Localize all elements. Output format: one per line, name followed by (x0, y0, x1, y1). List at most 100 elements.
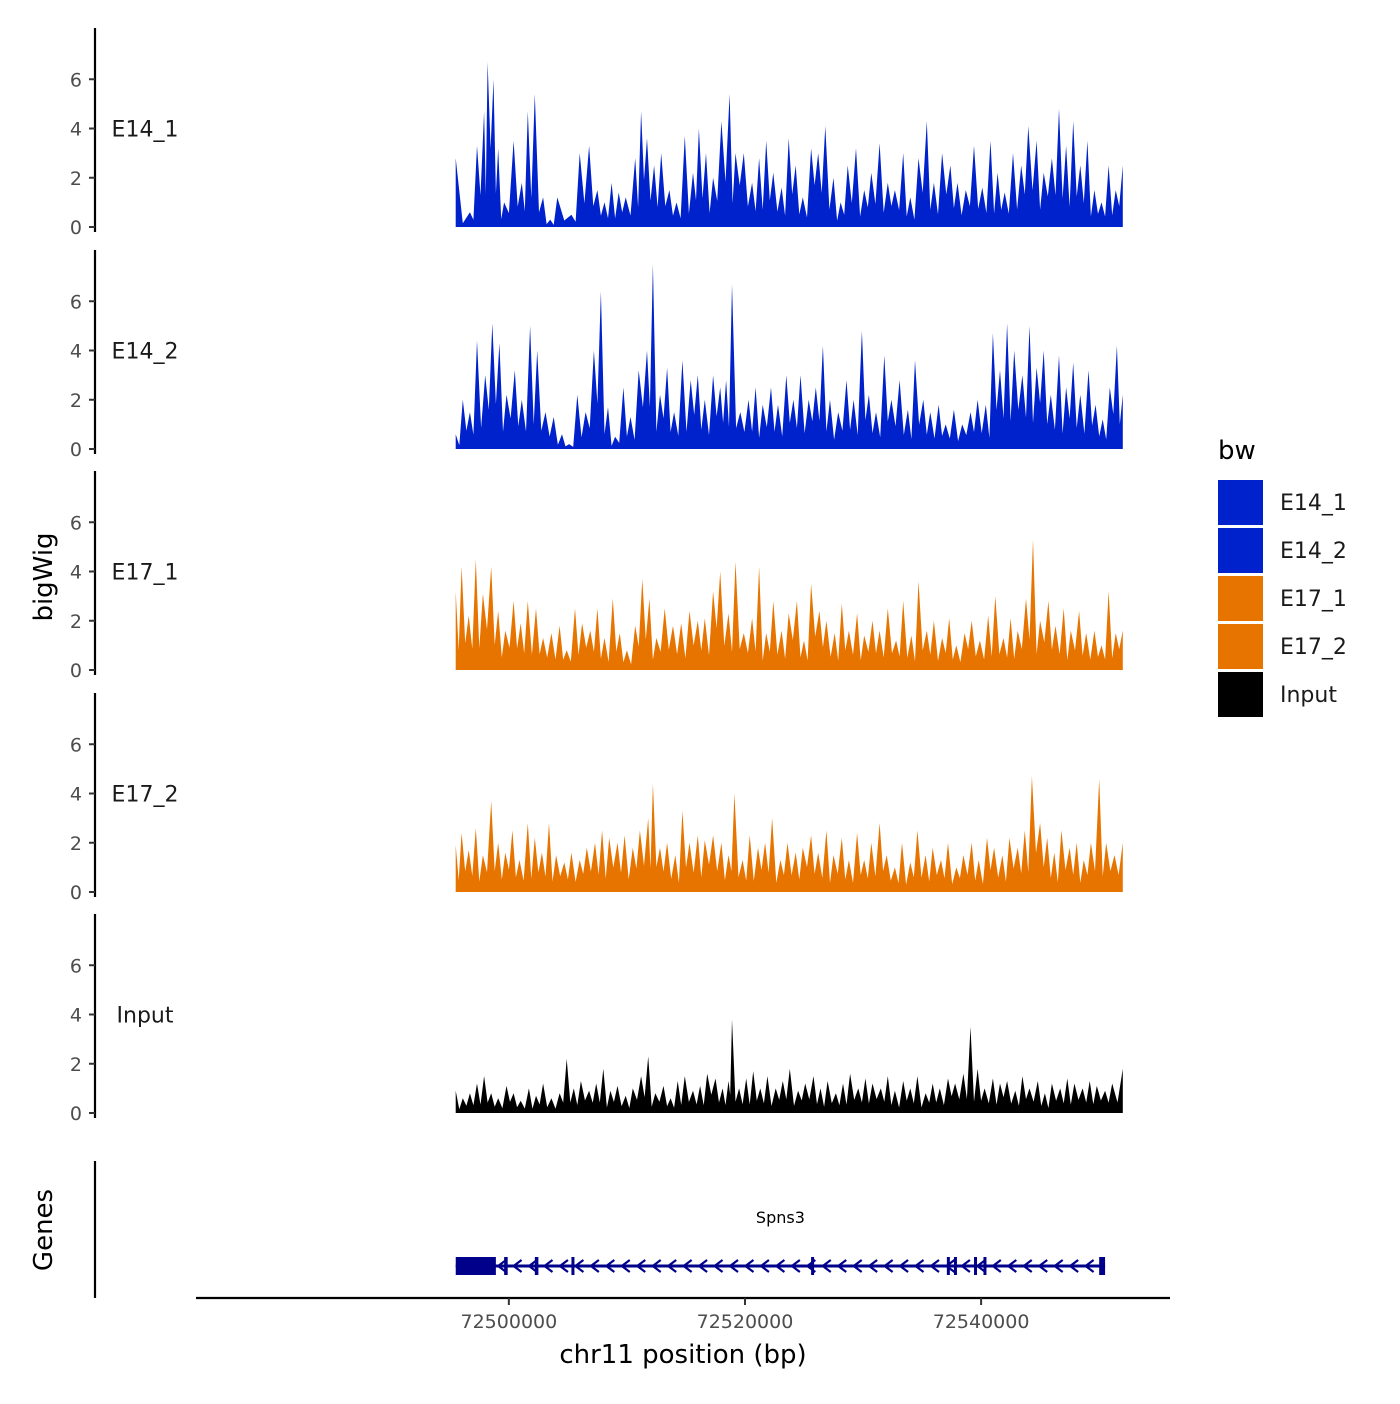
legend-swatch (1218, 672, 1263, 717)
gene-exon (571, 1257, 575, 1275)
y-tick-label: 0 (70, 882, 82, 904)
strand-arrow (913, 1259, 925, 1273)
legend-title: bw (1218, 436, 1256, 466)
y-tick-label: 0 (70, 439, 82, 461)
strand-arrow (1052, 1259, 1064, 1273)
strand-arrow (604, 1259, 615, 1273)
strand-arrow (774, 1259, 786, 1273)
legend-label: Input (1280, 683, 1337, 708)
y-tick-label: 6 (70, 512, 82, 534)
y-tick-label: 6 (70, 291, 82, 313)
series-area (455, 62, 1123, 227)
strand-arrow (944, 1259, 956, 1273)
genes-axis-title: Genes (29, 1189, 59, 1271)
gene-exon (946, 1257, 950, 1275)
track-e17-1: 0 2 4 6 E17_1 (70, 471, 1123, 682)
x-tick-label: 72520000 (697, 1311, 794, 1333)
x-tick-label: 72540000 (933, 1311, 1030, 1333)
strand-arrow (1037, 1259, 1048, 1273)
track-label: E17_1 (112, 561, 179, 586)
strand-arrow (898, 1259, 909, 1273)
y-tick-label: 2 (70, 168, 82, 190)
legend-swatch (1218, 576, 1263, 621)
y-tick-label: 2 (70, 390, 82, 412)
series-area (455, 539, 1123, 670)
strand-arrow (1006, 1259, 1017, 1273)
y-tick-label: 2 (70, 611, 82, 633)
y-axis-title: bigWig (29, 532, 59, 621)
strand-arrow (991, 1259, 1002, 1273)
strand-arrow (542, 1259, 554, 1273)
strand-arrow (650, 1259, 662, 1273)
strand-arrow (527, 1259, 538, 1273)
gene-exon (811, 1257, 815, 1275)
strand-arrow (836, 1259, 847, 1273)
track-label: E14_1 (112, 118, 179, 143)
y-tick-label: 0 (70, 660, 82, 682)
series-area (455, 1019, 1123, 1113)
strand-arrow (929, 1259, 940, 1273)
strand-arrow (759, 1259, 770, 1273)
strand-arrow (1068, 1259, 1079, 1273)
strand-arrow (820, 1259, 832, 1273)
gene-exon (974, 1257, 978, 1275)
gene-exon (1099, 1257, 1106, 1275)
gene-exon (455, 1257, 496, 1275)
y-tick-label: 0 (70, 217, 82, 239)
gene-exon (953, 1257, 957, 1275)
strand-arrow (635, 1259, 646, 1273)
legend-swatch (1218, 528, 1263, 573)
x-axis-title: chr11 position (bp) (559, 1340, 806, 1370)
strand-arrow (960, 1259, 971, 1273)
strand-arrow (851, 1259, 863, 1273)
signal-tracks: 0 2 4 6 E14_1 0 2 4 6 E14_2 0 2 4 6 E17_1 0 2 4 6 E17_2 0 2 4 6… (70, 28, 1123, 1125)
strand-arrow (1083, 1259, 1095, 1273)
track-e14-1: 0 2 4 6 E14_1 (70, 28, 1123, 239)
strand-arrow (589, 1259, 600, 1273)
series-area (455, 776, 1123, 892)
x-tick-label: 72500000 (461, 1311, 558, 1333)
y-tick-label: 4 (70, 1005, 82, 1027)
y-tick-label: 4 (70, 341, 82, 363)
strand-arrow (975, 1259, 987, 1273)
strand-arrow (790, 1259, 801, 1273)
legend-swatch (1218, 480, 1263, 525)
strand-arrow (681, 1259, 693, 1273)
gene-exon (504, 1257, 508, 1275)
legend-label: E14_2 (1280, 539, 1347, 564)
track-label: E14_2 (112, 340, 179, 365)
y-tick-label: 6 (70, 734, 82, 756)
legend-swatch (1218, 624, 1263, 669)
strand-arrow (697, 1259, 708, 1273)
y-tick-label: 2 (70, 1054, 82, 1076)
strand-arrow (867, 1259, 878, 1273)
legend-label: E17_1 (1280, 587, 1347, 612)
y-tick-label: 0 (70, 1103, 82, 1125)
legend-label: E14_1 (1280, 491, 1347, 516)
y-tick-label: 6 (70, 69, 82, 91)
strand-arrow (496, 1259, 507, 1273)
y-tick-label: 4 (70, 119, 82, 141)
series-area (455, 264, 1123, 449)
strand-arrow (1021, 1259, 1033, 1273)
y-tick-label: 2 (70, 833, 82, 855)
strand-arrow (743, 1259, 755, 1273)
legend-label: E17_2 (1280, 635, 1347, 660)
track-e14-2: 0 2 4 6 E14_2 (70, 250, 1123, 461)
strand-arrow (728, 1259, 739, 1273)
legend: bw E14_1 E14_2 E17_1 E17_2 Input (1218, 436, 1347, 717)
strand-arrow (666, 1259, 677, 1273)
gene-exon (983, 1257, 987, 1275)
y-tick-label: 4 (70, 562, 82, 584)
strand-arrow (882, 1259, 894, 1273)
strand-arrow (712, 1259, 724, 1273)
gene-label: Spns3 (756, 1208, 805, 1227)
x-axis: 72500000 72520000 72540000 (196, 1296, 1170, 1333)
track-e17-2: 0 2 4 6 E17_2 (70, 693, 1123, 904)
track-label: E17_2 (112, 783, 179, 808)
strand-arrow (619, 1259, 631, 1273)
track-input: 0 2 4 6 Input (70, 914, 1123, 1125)
gene-track: Spns3 (93, 1161, 1106, 1298)
